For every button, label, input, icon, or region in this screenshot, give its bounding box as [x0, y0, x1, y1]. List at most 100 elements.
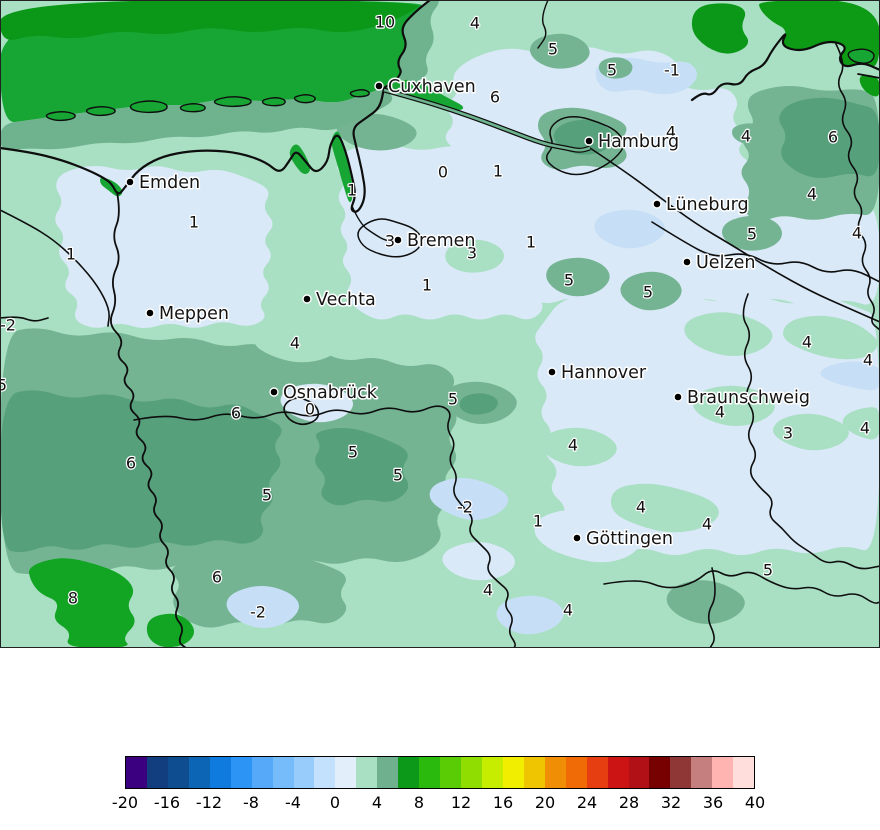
map-boundary-line [0, 316, 49, 322]
legend-tick-label: 40 [744, 793, 766, 812]
temp-label: 6 [126, 454, 136, 473]
legend-segment [461, 757, 482, 788]
temp-label: 1 [533, 512, 543, 531]
temp-label: 1 [526, 233, 536, 252]
city-dot [652, 199, 662, 209]
map-region [385, 79, 464, 111]
city-dot [673, 392, 683, 402]
temp-label: 1 [66, 245, 76, 264]
temp-label: 4 [470, 14, 480, 33]
legend-segment [146, 757, 168, 788]
legend-tick-label: 12 [450, 793, 472, 812]
map-region [610, 483, 719, 533]
legend-segment [733, 757, 755, 788]
map-boundary-line [357, 218, 423, 258]
map-boundary-line [857, 73, 880, 79]
temp-label: 5 [0, 376, 7, 395]
city-label: Hannover [561, 363, 647, 383]
city-label: Cuxhaven [388, 77, 476, 97]
legend-tick-label: 16 [492, 793, 514, 812]
city-dot [145, 308, 155, 318]
temp-label: 5 [448, 390, 458, 409]
legend-tick-label: 32 [660, 793, 682, 812]
legend-segment [126, 757, 147, 788]
legend-segment [188, 757, 210, 788]
temp-label: 5 [564, 271, 574, 290]
city-label: Vechta [316, 290, 376, 310]
map-region [684, 312, 773, 356]
temp-label: 5 [262, 486, 272, 505]
legend-segment [272, 757, 294, 788]
city-dot [682, 257, 692, 267]
temp-label: 4 [715, 403, 725, 422]
city-dot [547, 367, 557, 377]
city-dot [572, 533, 582, 543]
map-region [28, 558, 135, 648]
map-boundary-line [690, 33, 880, 102]
map-boundary-line [707, 567, 716, 648]
map-region [0, 90, 393, 151]
map-region [496, 595, 564, 635]
city-label: Uelzen [696, 253, 755, 273]
map-region [594, 209, 666, 249]
temp-label: 5 [348, 443, 358, 462]
city-label: Göttingen [586, 529, 673, 549]
legend-segment [586, 757, 608, 788]
map-region [315, 428, 409, 506]
map-region [146, 613, 194, 648]
temp-label: 6 [828, 128, 838, 147]
map-footer: Temperatur in 2m (in °C) Modell: ICON-D2… [0, 648, 880, 745]
map-region [254, 325, 341, 363]
city-label: Emden [139, 173, 200, 193]
temp-label: 5 [607, 61, 617, 80]
legend-tick-label: -4 [285, 793, 301, 812]
map-region [620, 271, 682, 311]
temp-label: 4 [863, 351, 873, 370]
legend-segment [167, 757, 189, 788]
legend-segment [230, 757, 252, 788]
legend-segment [649, 757, 671, 788]
city-label: Osnabrück [283, 383, 378, 403]
map-boundary-line [589, 147, 880, 323]
temp-label: 4 [568, 436, 578, 455]
map-boundary-line [651, 221, 880, 283]
map-region [0, 0, 419, 40]
elbe-river [383, 88, 591, 152]
legend-tick-labels: -20 -16 -12 -8 -4 0 4 8 12 16 20 24 28 32 36 40 [0, 793, 880, 817]
map-region [842, 407, 880, 440]
map-boundary-line [742, 293, 880, 570]
map-region [445, 239, 504, 273]
legend-tick-label: 24 [576, 793, 598, 812]
temp-label: 3 [783, 424, 793, 443]
map-region [693, 385, 775, 426]
temp-label: 6 [231, 404, 241, 423]
temp-label: -2 [250, 603, 266, 622]
legend-segment [628, 757, 650, 788]
map-region [820, 361, 880, 391]
temperature-map: 10 4 5 5 -1 6 4 4 6 0 1 1 4 1 3 1 3 4 5 1 1 5 5 -2 4 4 4 5 0 6 5 4 3 4 4 6 5… [0, 0, 880, 648]
legend-segment [712, 757, 734, 788]
map-boundary-line [382, 0, 432, 90]
island [847, 48, 875, 64]
island [261, 97, 286, 107]
legend-tick-label: -16 [153, 793, 181, 812]
map-region [758, 0, 880, 67]
map-canvas: 10 4 5 5 -1 6 4 4 6 0 1 1 4 1 3 1 3 4 5 1 1 5 5 -2 4 4 4 5 0 6 5 4 3 4 4 6 5… [0, 0, 880, 648]
map-region [722, 215, 782, 251]
map-region [442, 542, 515, 581]
map-region [0, 390, 282, 553]
temperature-legend [125, 756, 755, 789]
map-region [773, 413, 849, 451]
city-label: Meppen [159, 304, 229, 324]
legend-tick-label: 36 [702, 793, 724, 812]
city-label: Lüneburg [666, 195, 749, 215]
city-label: Hamburg [598, 132, 679, 152]
map-region [859, 74, 880, 97]
temp-label: 5 [763, 561, 773, 580]
city-dot [584, 136, 594, 146]
city-dot [374, 81, 384, 91]
island [45, 111, 76, 122]
map-region [459, 393, 498, 415]
map-region [554, 119, 614, 155]
map-region [779, 97, 880, 178]
